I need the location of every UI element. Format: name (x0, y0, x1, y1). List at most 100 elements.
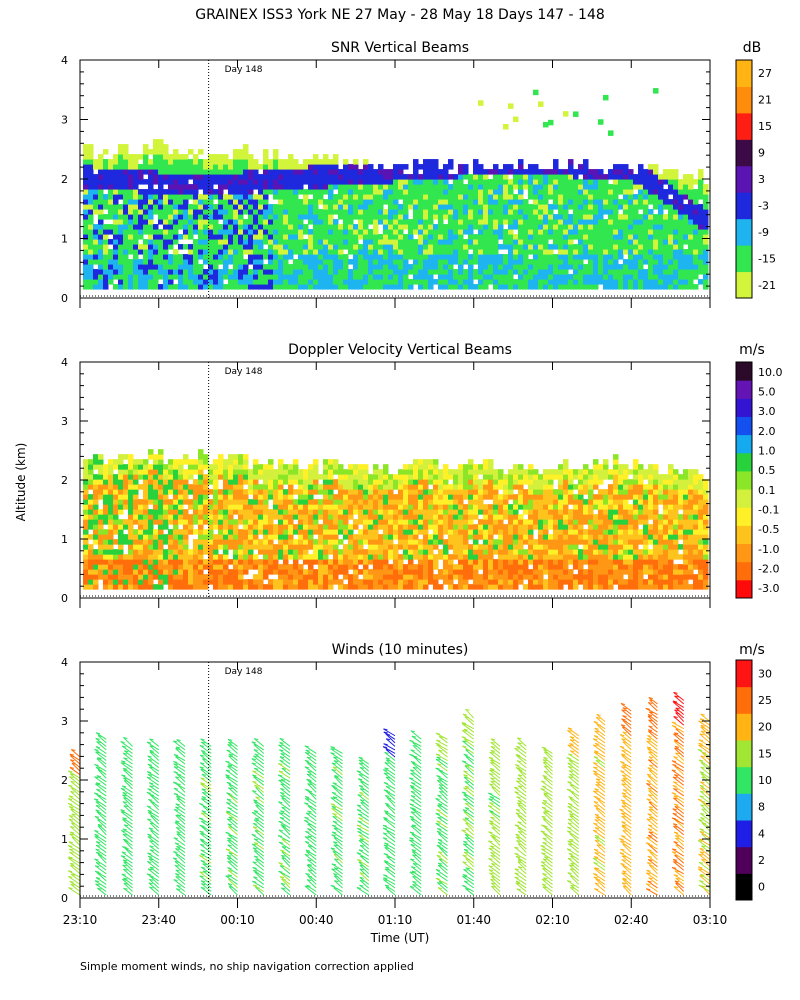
snr-cell (458, 184, 464, 190)
snr-cell (113, 229, 119, 235)
snr-cell (468, 224, 474, 230)
velocity-cell (188, 524, 194, 530)
snr-cell (233, 274, 239, 280)
snr-cell (463, 204, 469, 210)
snr-cell (238, 254, 244, 260)
snr-cell (218, 249, 224, 255)
snr-cell (488, 179, 494, 185)
velocity-cell (403, 569, 409, 575)
snr-cell (183, 159, 189, 165)
snr-cell (543, 254, 549, 260)
snr-cell (673, 209, 679, 215)
velocity-cell (338, 524, 344, 530)
velocity-cell (263, 504, 269, 510)
velocity-cell (453, 499, 459, 505)
snr-cell (223, 254, 229, 260)
snr-cell (418, 204, 424, 210)
snr-cell (223, 264, 229, 270)
velocity-cell (98, 474, 104, 480)
snr-cell (398, 229, 404, 235)
snr-cell (643, 269, 649, 275)
snr-cell (133, 174, 139, 180)
snr-cell (483, 189, 489, 195)
snr-cell (108, 204, 114, 210)
snr-cell (438, 259, 444, 265)
snr-cell (153, 159, 159, 165)
snr-cell (263, 264, 269, 270)
snr-cell (468, 214, 474, 220)
snr-cell (143, 254, 149, 260)
snr-cell (283, 284, 289, 290)
snr-cell (188, 269, 194, 275)
velocity-cell (198, 469, 204, 475)
velocity-cell (458, 509, 464, 515)
snr-cell (268, 259, 274, 265)
snr-cell (563, 244, 569, 250)
snr-cell (433, 259, 439, 265)
velocity-cell (118, 489, 124, 495)
velocity-cell (448, 469, 454, 475)
velocity-cell (168, 549, 174, 555)
snr-cell (683, 189, 689, 195)
velocity-cell (418, 574, 424, 580)
snr-cell (83, 199, 89, 205)
snr-cell (488, 274, 494, 280)
snr-cell (583, 279, 589, 285)
velocity-cell (183, 569, 189, 575)
velocity-cell (333, 529, 339, 535)
snr-cell (698, 224, 704, 230)
snr-cell (133, 209, 139, 215)
snr-cell (408, 234, 414, 240)
snr-cell (428, 244, 434, 250)
snr-cell (553, 219, 559, 225)
snr-cell (673, 259, 679, 265)
snr-cell (368, 259, 374, 265)
snr-cell (343, 194, 349, 200)
velocity-cell (168, 554, 174, 560)
snr-cell (558, 224, 564, 230)
velocity-cell (93, 514, 99, 520)
snr-cell (133, 224, 139, 230)
snr-cell (338, 199, 344, 205)
snr-cell (683, 219, 689, 225)
velocity-cell (343, 484, 349, 490)
velocity-cell (313, 514, 319, 520)
snr-cell (463, 284, 469, 290)
snr-cell (418, 189, 424, 195)
snr-cell (228, 244, 234, 250)
snr-cell (243, 159, 249, 165)
snr-cell (658, 179, 664, 185)
velocity-cell (203, 504, 209, 510)
snr-cell (143, 149, 149, 155)
snr-cell (258, 254, 264, 260)
snr-cell (398, 264, 404, 270)
velocity-cell (428, 479, 434, 485)
snr-cell (608, 214, 614, 220)
snr-cell (428, 219, 434, 225)
velocity-cell (438, 504, 444, 510)
velocity-cell (233, 494, 239, 500)
velocity-cell (123, 564, 129, 570)
snr-cell (158, 239, 164, 245)
velocity-cell (198, 584, 204, 590)
snr-cell (353, 269, 359, 275)
snr-cell (308, 159, 314, 165)
snr-cell (213, 254, 219, 260)
snr-cell (373, 169, 379, 175)
snr-cell (138, 284, 144, 290)
velocity-cell (463, 504, 469, 510)
velocity-cell (218, 464, 224, 470)
snr-cell (408, 189, 414, 195)
velocity-cell (253, 469, 259, 475)
velocity-cell (198, 534, 204, 540)
snr-cell (168, 159, 174, 165)
velocity-cell (378, 514, 384, 520)
velocity-cell (283, 529, 289, 535)
velocity-cell (303, 484, 309, 490)
velocity-cell (293, 524, 299, 530)
snr-cell (383, 244, 389, 250)
snr-cell (118, 224, 124, 230)
velocity-cell (248, 549, 254, 555)
snr-cell (563, 199, 569, 205)
velocity-cell (343, 529, 349, 535)
